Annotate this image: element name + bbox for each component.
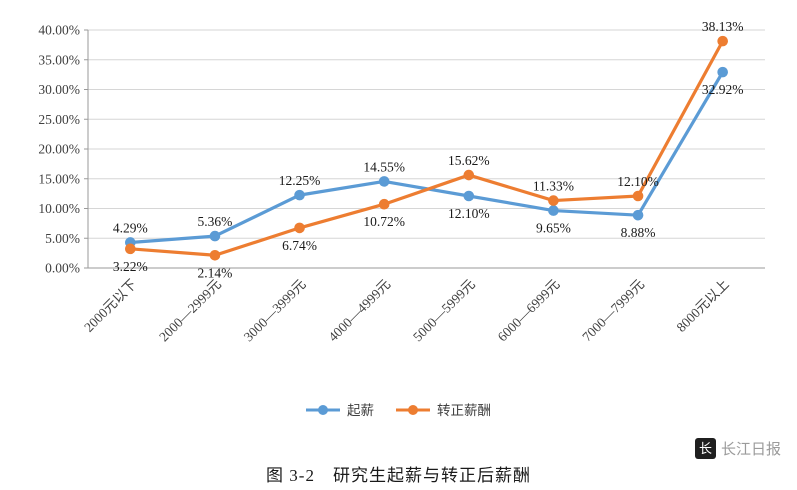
y-tick-label: 5.00% bbox=[45, 231, 80, 246]
data-point bbox=[294, 189, 305, 201]
data-point bbox=[463, 169, 475, 181]
data-point bbox=[548, 195, 559, 206]
data-point bbox=[632, 209, 644, 221]
data-point bbox=[294, 222, 305, 234]
data-label: 6.74% bbox=[282, 238, 317, 253]
data-point bbox=[717, 35, 728, 47]
data-point bbox=[717, 66, 728, 78]
data-point bbox=[463, 190, 475, 202]
y-tick-label: 15.00% bbox=[38, 171, 80, 186]
data-label: 3.22% bbox=[113, 259, 148, 274]
watermark-name: 长江日报 bbox=[720, 441, 781, 458]
data-label: 12.10% bbox=[448, 206, 490, 221]
figure-caption: 图 3-2 研究生起薪与转正后薪酬 bbox=[266, 466, 531, 485]
data-point bbox=[548, 205, 559, 216]
data-label: 8.88% bbox=[621, 225, 656, 240]
data-point bbox=[209, 230, 221, 242]
watermark: 长 长江日报 bbox=[694, 438, 781, 459]
legend-label: 转正薪酬 bbox=[437, 403, 491, 418]
y-tick-label: 20.00% bbox=[38, 142, 80, 157]
data-point bbox=[125, 243, 136, 255]
data-label: 5.36% bbox=[198, 214, 233, 229]
y-tick-label: 35.00% bbox=[38, 52, 80, 67]
x-tick-label: 2000元以下 bbox=[81, 277, 139, 335]
data-label: 10.72% bbox=[363, 214, 405, 229]
y-tick-label: 40.00% bbox=[38, 23, 80, 38]
x-tick-label: 5000—5999元 bbox=[410, 277, 478, 345]
legend-marker bbox=[408, 405, 418, 415]
data-point bbox=[632, 190, 644, 202]
data-point bbox=[378, 198, 390, 210]
x-tick-label: 4000—4999元 bbox=[325, 277, 393, 345]
x-tick-label: 7000—7999元 bbox=[579, 277, 647, 345]
changjiang-daily-logo-icon: 长 bbox=[694, 438, 716, 459]
data-label: 4.29% bbox=[113, 220, 148, 235]
data-label: 14.55% bbox=[363, 159, 405, 174]
data-label: 9.65% bbox=[536, 221, 571, 236]
x-tick-label: 6000—6999元 bbox=[495, 277, 563, 345]
salary-line-chart: 0.00% 5.00% 10.00% 15.00% 20.00% 25.00% 30.00%… bbox=[38, 19, 765, 418]
x-tick-label: 2000—2999元 bbox=[156, 277, 224, 345]
data-label: 38.13% bbox=[702, 19, 744, 34]
x-tick-label: 3000—3999元 bbox=[241, 277, 309, 345]
data-label: 32.92% bbox=[702, 82, 744, 97]
y-tick-label: 25.00% bbox=[38, 112, 80, 127]
data-label: 15.62% bbox=[448, 153, 490, 168]
data-label: 12.10% bbox=[617, 174, 659, 189]
y-tick-label: 0.00% bbox=[45, 261, 80, 276]
data-label: 11.33% bbox=[533, 179, 574, 194]
y-tick-label: 30.00% bbox=[38, 82, 80, 97]
data-point bbox=[209, 249, 221, 261]
data-label: 12.25% bbox=[279, 173, 321, 188]
series-line-转正薪酬 bbox=[128, 39, 725, 257]
x-tick-label: 8000元以上 bbox=[673, 277, 731, 335]
legend-marker bbox=[318, 405, 328, 415]
chart-canvas: 0.00% 5.00% 10.00% 15.00% 20.00% 25.00% 30.00%… bbox=[38, 19, 765, 418]
data-point bbox=[378, 176, 390, 187]
data-label: 2.14% bbox=[198, 265, 233, 280]
legend-label: 起薪 bbox=[347, 403, 374, 418]
y-tick-label: 10.00% bbox=[38, 201, 80, 216]
